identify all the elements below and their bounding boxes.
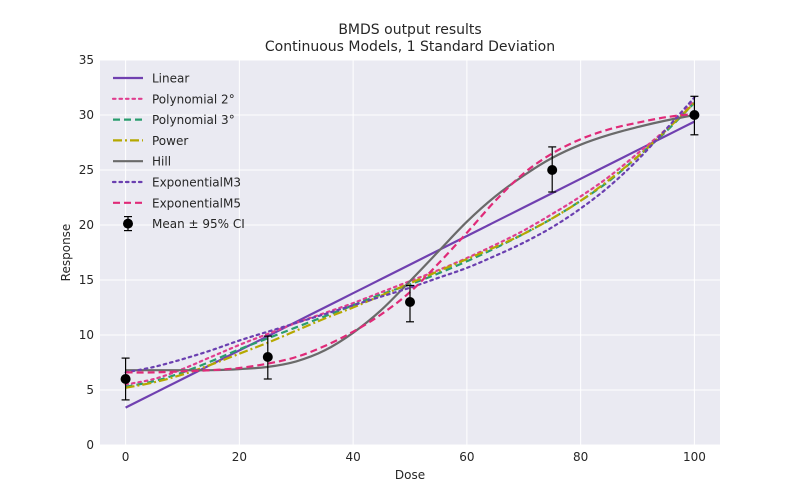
- x-tick-label: 40: [345, 450, 360, 464]
- series-line-exponentialm3: [124, 96, 696, 374]
- observation-point: [405, 284, 415, 323]
- x-tick-label: 20: [232, 450, 247, 464]
- x-tick-label: 100: [683, 450, 706, 464]
- x-axis-label: Dose: [395, 468, 425, 482]
- legend-item: Linear: [113, 72, 189, 86]
- legend-item: ExponentialM5: [113, 196, 241, 210]
- mean-marker: [405, 297, 415, 307]
- x-tick-label: 0: [122, 450, 130, 464]
- legend-label: Polynomial 3°: [152, 113, 235, 127]
- observation-point: [262, 335, 273, 380]
- legend-label: ExponentialM5: [152, 196, 241, 210]
- legend-label: Linear: [152, 72, 189, 86]
- legend-item: Polynomial 3°: [113, 113, 235, 127]
- legend-label: Mean ± 95% CI: [152, 217, 245, 231]
- legend-label: ExponentialM3: [152, 176, 241, 190]
- legend-item: Mean ± 95% CI: [123, 216, 245, 232]
- chart-subtitle: Continuous Models, 1 Standard Deviation: [265, 39, 555, 55]
- observation-point: [689, 95, 700, 136]
- observation-point: [120, 357, 131, 401]
- observations-layer: [120, 95, 700, 401]
- y-tick-label: 10: [79, 328, 94, 342]
- x-axis-ticks: 0 20 40 60 80 100: [122, 450, 706, 464]
- legend-item: Power: [113, 134, 188, 148]
- chart-title: BMDS output results: [338, 22, 481, 38]
- x-tick-label: 60: [459, 450, 474, 464]
- mean-marker: [262, 352, 273, 362]
- y-tick-label: 35: [79, 53, 94, 67]
- y-tick-label: 30: [79, 108, 94, 122]
- y-tick-label: 20: [79, 218, 94, 232]
- observation-point: [547, 146, 558, 193]
- series-line-power: [125, 102, 696, 389]
- legend-item: Hill: [113, 155, 171, 169]
- mean-marker: [547, 165, 558, 175]
- mean-marker: [120, 374, 131, 384]
- y-tick-label: 5: [86, 383, 94, 397]
- legend-label: Polynomial 2°: [152, 92, 235, 106]
- mean-marker: [689, 110, 700, 120]
- legend-item: Polynomial 2°: [111, 92, 235, 106]
- legend-label: Hill: [152, 155, 171, 169]
- legend-label: Power: [152, 134, 188, 148]
- legend: Linear Polynomial 2° Polynomial 3° Power Hil…: [111, 72, 245, 232]
- series-line-polynomial-2: [124, 99, 696, 386]
- legend-swatch-marker: [123, 218, 133, 229]
- y-axis-ticks: 0 5 10 15 20 25 30 35: [79, 53, 94, 452]
- y-tick-label: 25: [79, 163, 94, 177]
- y-axis-label: Response: [59, 224, 73, 282]
- legend-item: ExponentialM3: [111, 176, 241, 190]
- x-tick-label: 80: [573, 450, 588, 464]
- y-tick-label: 15: [79, 273, 94, 287]
- plot-area: [100, 60, 720, 445]
- y-tick-label: 0: [86, 438, 94, 452]
